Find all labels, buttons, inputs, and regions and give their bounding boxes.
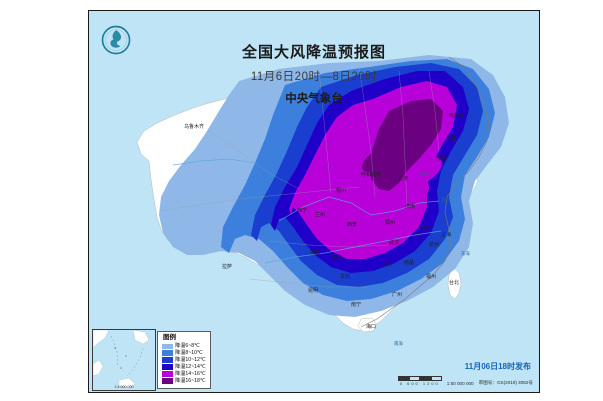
legend-item: 降温8~10℃ — [162, 350, 206, 356]
legend-swatch — [162, 371, 173, 377]
legend-item: 降温16~18℃ — [162, 378, 206, 384]
legend-item: 降温12~14℃ — [162, 364, 206, 370]
issue-timestamp: 11月06日18时发布 — [464, 362, 531, 371]
legend-item-label: 降温10~12℃ — [175, 357, 206, 364]
legend-swatch — [162, 350, 173, 356]
legend-item-label: 降温16~18℃ — [175, 378, 206, 385]
legend-swatch — [162, 357, 173, 363]
legend-swatch — [162, 343, 173, 349]
taiwan-island — [447, 266, 462, 300]
map-approval-number: 审图号：GS(2019) 3082号 — [478, 380, 533, 385]
legend-swatch — [162, 378, 173, 384]
cma-logo-icon — [101, 25, 131, 55]
weather-map-panel: 全国大风降温预报图 11月6日20时—8日20时 中央气象台 乌鲁木齐 拉萨 西宁兰… — [88, 10, 540, 393]
tarim-river — [172, 158, 256, 166]
legend-rows: 降温6~8℃ 降温8~10℃ 降温10~12℃ 降温12~14℃ 降温14~16℃ 降温1… — [162, 343, 206, 384]
scale-and-approval: 0 600 1200 1:50 000 000 审图号：GS(2019) 308… — [397, 376, 533, 386]
scale-bar: 0 600 1200 — [397, 376, 442, 386]
legend-title: 图例 — [163, 334, 176, 341]
legend-swatch — [162, 364, 173, 370]
temp-band-16-18 — [361, 99, 443, 191]
legend-item: 降温6~8℃ — [162, 343, 206, 349]
legend-item: 降温10~12℃ — [162, 357, 206, 363]
coastline — [360, 56, 490, 328]
legend-item: 降温14~16℃ — [162, 371, 206, 377]
inset-map-graphic — [93, 330, 155, 390]
yellow-river — [278, 196, 440, 222]
scale-bar-numbers: 0 600 1200 — [399, 381, 440, 386]
inset-scale-label: 1:4 000 000 — [114, 385, 134, 389]
legend-item-label: 降温6~8℃ — [175, 343, 201, 350]
yangtze-river — [264, 230, 442, 264]
china-map-graphic — [136, 55, 509, 333]
legend-item-label: 降温12~14℃ — [175, 364, 206, 371]
south-china-sea-inset: 1:4 000 000 — [92, 329, 156, 391]
rivers — [172, 158, 442, 264]
legend-item-label: 降温8~10℃ — [175, 350, 203, 357]
scale-bar-ticks — [397, 376, 442, 381]
scale-ratio: 1:50 000 000 — [446, 381, 474, 386]
legend-item-label: 降温14~16℃ — [175, 371, 206, 378]
province-boundaries — [158, 66, 440, 288]
legend-box: 图例 降温6~8℃ 降温8~10℃ 降温10~12℃ 降温12~14℃ 降温14~16℃… — [157, 331, 211, 389]
